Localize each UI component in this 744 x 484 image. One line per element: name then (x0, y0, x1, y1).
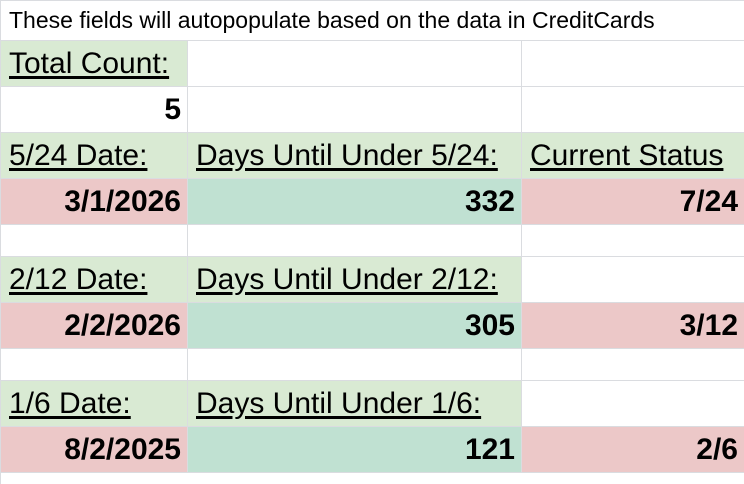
status-label: Current Status (530, 138, 724, 172)
days-524-value-cell[interactable]: 332 (188, 179, 522, 224)
blank-row (1, 225, 744, 257)
total-count-value-cell[interactable]: 5 (1, 87, 188, 132)
days-16-value-cell[interactable]: 121 (188, 427, 522, 472)
blank-row (1, 349, 744, 381)
section-16-value-row: 8/2/2025 121 2/6 (1, 427, 744, 473)
days-212-value: 305 (464, 308, 515, 342)
date-524-label-cell[interactable]: 5/24 Date: (1, 133, 188, 178)
empty-cell[interactable] (188, 349, 522, 380)
date-524-value: 3/1/2026 (64, 184, 181, 218)
empty-cell[interactable] (1, 349, 188, 380)
date-16-label-cell[interactable]: 1/6 Date: (1, 381, 188, 426)
empty-cell[interactable] (522, 41, 744, 86)
section-524-value-row: 3/1/2026 332 7/24 (1, 179, 744, 225)
date-212-label: 2/12 Date: (9, 262, 148, 296)
note-text: These fields will autopopulate based on … (9, 7, 655, 33)
section-16-label-row: 1/6 Date: Days Until Under 1/6: (1, 381, 744, 427)
days-16-label: Days Until Under 1/6: (196, 386, 482, 420)
status-212-value-cell[interactable]: 3/12 (522, 303, 744, 348)
date-524-label: 5/24 Date: (9, 138, 148, 172)
empty-cell[interactable] (188, 41, 522, 86)
status-524-value: 7/24 (679, 184, 738, 218)
note-cell[interactable]: These fields will autopopulate based on … (1, 1, 744, 40)
total-count-label: Total Count: (9, 46, 170, 80)
total-count-label-cell[interactable]: Total Count: (1, 41, 188, 86)
total-count-value: 5 (164, 92, 181, 126)
date-16-value-cell[interactable]: 8/2/2025 (1, 427, 188, 472)
days-212-label-cell[interactable]: Days Until Under 2/12: (188, 257, 522, 302)
days-524-value: 332 (464, 184, 515, 218)
empty-cell[interactable] (522, 225, 744, 256)
days-16-value: 121 (464, 432, 515, 466)
empty-cell[interactable] (1, 225, 188, 256)
date-212-value: 2/2/2026 (64, 308, 181, 342)
date-16-value: 8/2/2025 (64, 432, 181, 466)
days-16-label-cell[interactable]: Days Until Under 1/6: (188, 381, 522, 426)
date-524-value-cell[interactable]: 3/1/2026 (1, 179, 188, 224)
status-label-cell[interactable]: Current Status (522, 133, 744, 178)
total-count-value-row: 5 (1, 87, 744, 133)
empty-cell[interactable] (522, 257, 744, 302)
section-524-label-row: 5/24 Date: Days Until Under 5/24: Curren… (1, 133, 744, 179)
date-212-value-cell[interactable]: 2/2/2026 (1, 303, 188, 348)
section-212-label-row: 2/12 Date: Days Until Under 2/12: (1, 257, 744, 303)
status-212-value: 3/12 (679, 308, 738, 342)
status-524-value-cell[interactable]: 7/24 (522, 179, 744, 224)
note-row: These fields will autopopulate based on … (1, 1, 744, 41)
days-212-label: Days Until Under 2/12: (196, 262, 498, 296)
empty-cell[interactable] (188, 87, 522, 132)
days-524-label-cell[interactable]: Days Until Under 5/24: (188, 133, 522, 178)
empty-cell[interactable] (522, 381, 744, 426)
empty-cell[interactable] (522, 349, 744, 380)
days-524-label: Days Until Under 5/24: (196, 138, 498, 172)
status-16-value: 2/6 (696, 432, 738, 466)
date-212-label-cell[interactable]: 2/12 Date: (1, 257, 188, 302)
empty-cell[interactable] (522, 87, 744, 132)
section-212-value-row: 2/2/2026 305 3/12 (1, 303, 744, 349)
date-16-label: 1/6 Date: (9, 386, 131, 420)
status-16-value-cell[interactable]: 2/6 (522, 427, 744, 472)
days-212-value-cell[interactable]: 305 (188, 303, 522, 348)
total-count-label-row: Total Count: (1, 41, 744, 87)
empty-cell[interactable] (188, 225, 522, 256)
